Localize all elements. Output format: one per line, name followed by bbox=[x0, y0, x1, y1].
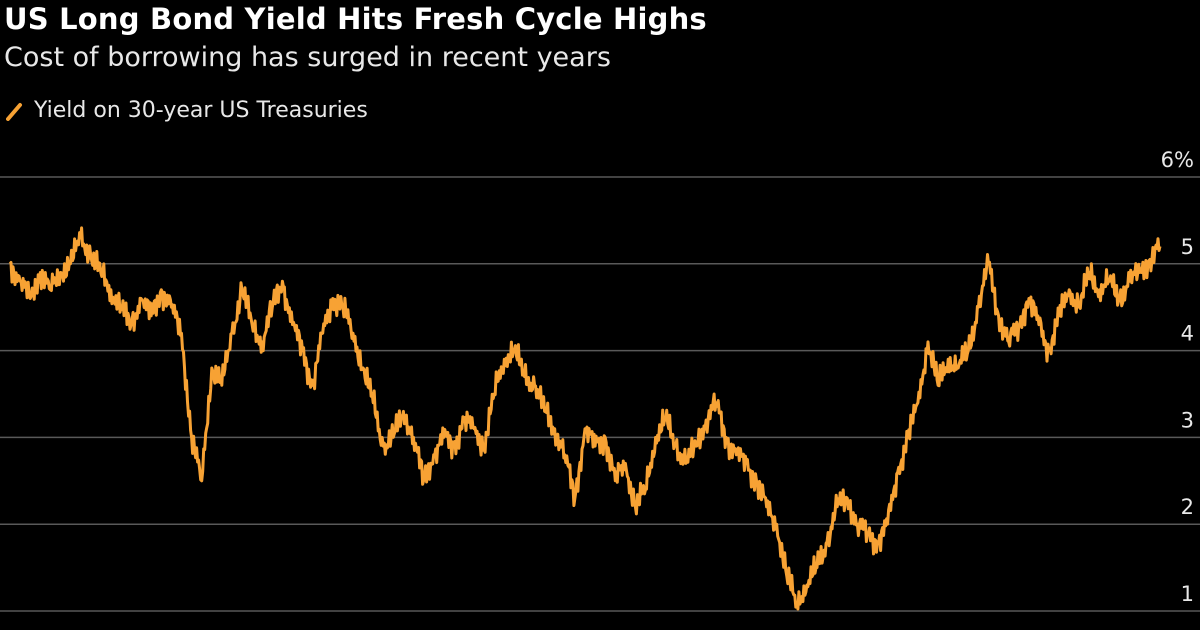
chart-title: US Long Bond Yield Hits Fresh Cycle High… bbox=[4, 2, 707, 36]
y-tick-label: 4 bbox=[1181, 322, 1194, 346]
y-tick-label: 2 bbox=[1181, 495, 1194, 519]
y-tick-label: 1 bbox=[1181, 582, 1194, 606]
series-group bbox=[8, 226, 1162, 611]
y-tick-labels: 6% 5 4 3 2 1 bbox=[1161, 148, 1194, 606]
y-tick-label: 6% bbox=[1161, 148, 1194, 172]
y-tick-label: 5 bbox=[1181, 235, 1194, 259]
gridlines bbox=[0, 176, 1200, 612]
legend-label: Yield on 30-year US Treasuries bbox=[34, 98, 368, 123]
chart-subtitle: Cost of borrowing has surged in recent y… bbox=[4, 42, 611, 73]
series-line bbox=[8, 226, 1162, 611]
y-tick-label: 3 bbox=[1181, 408, 1194, 432]
legend-swatch-icon bbox=[6, 102, 22, 121]
chart-legend: Yield on 30-year US Treasuries bbox=[6, 98, 368, 123]
